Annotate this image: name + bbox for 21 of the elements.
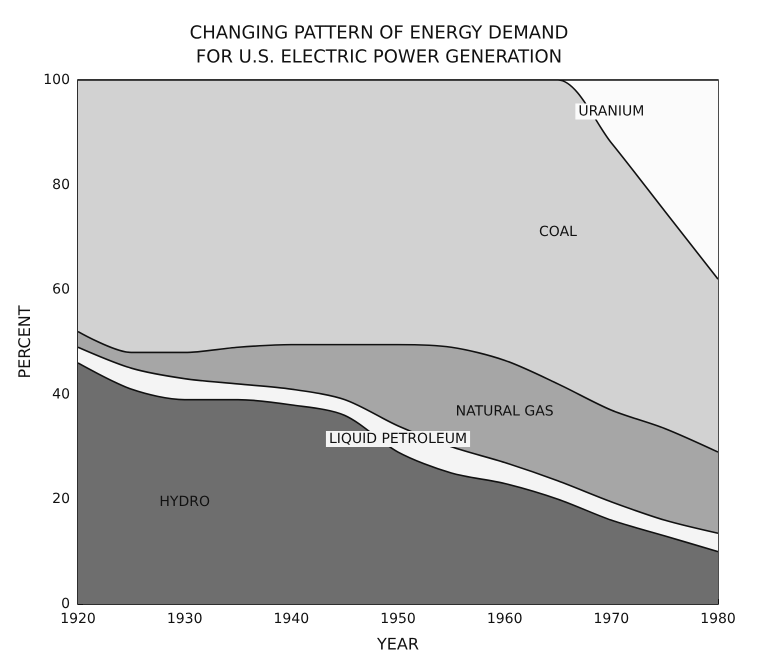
chart-title: CHANGING PATTERN OF ENERGY DEMAND FOR U.S. ELECTRIC POWER GENERATION <box>190 22 568 68</box>
series-label: URANIUM <box>578 103 644 120</box>
y-tick-label: 60 <box>52 282 70 298</box>
series-label: COAL <box>539 224 578 240</box>
y-tick-label: 0 <box>61 596 70 612</box>
y-tick-label: 80 <box>52 176 70 193</box>
x-tick-label: 1950 <box>380 611 416 627</box>
x-tick-label: 1980 <box>700 611 736 627</box>
series-label: HYDRO <box>159 494 210 510</box>
x-axis-title: YEAR <box>376 634 419 654</box>
x-tick-label: 1920 <box>60 611 96 627</box>
y-tick-label: 40 <box>52 386 70 402</box>
y-tick-label: 20 <box>52 491 70 508</box>
series-label: NATURAL GAS <box>456 403 554 420</box>
x-tick-label: 1960 <box>486 611 522 627</box>
x-tick-label: 1970 <box>594 611 630 627</box>
x-tick-label: 1930 <box>166 611 202 627</box>
series-label: LIQUID PETROLEUM <box>328 430 468 447</box>
y-tick-label: 100 <box>43 72 70 88</box>
x-tick-label: 1940 <box>274 611 310 627</box>
y-axis-title: PERCENT <box>14 305 34 379</box>
